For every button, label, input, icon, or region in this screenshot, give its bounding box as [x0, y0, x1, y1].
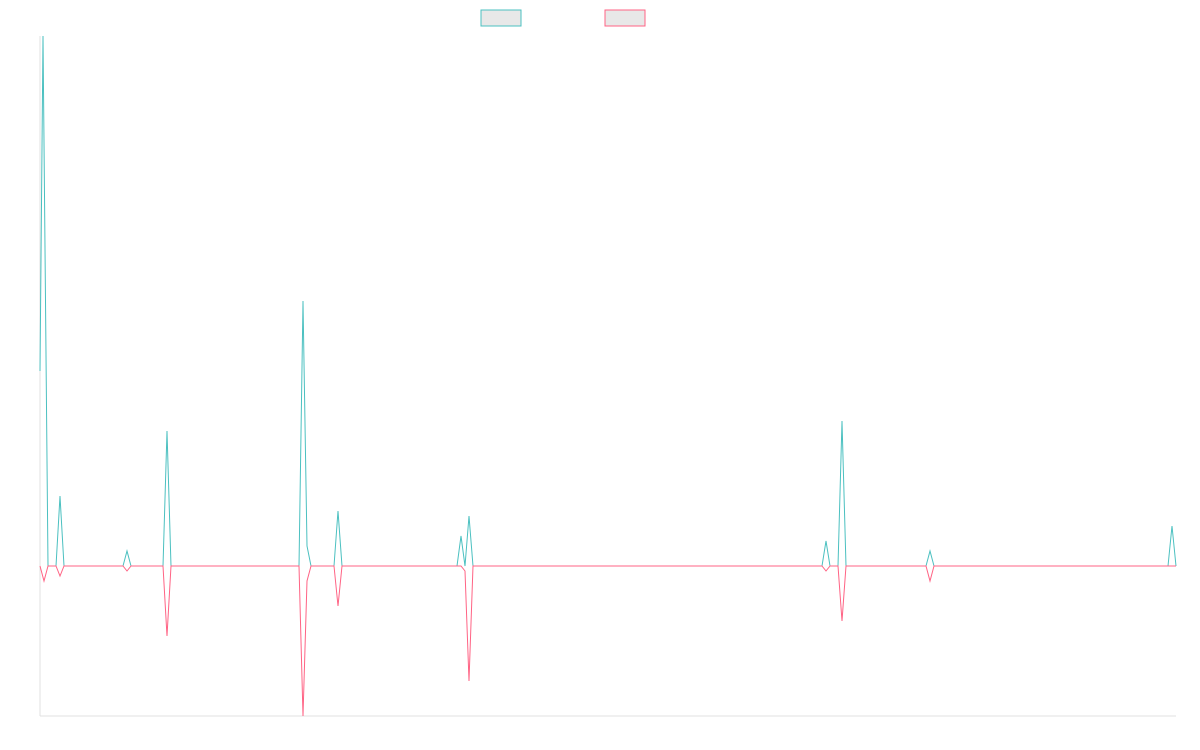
legend-swatch [604, 9, 646, 27]
legend-swatch [480, 9, 522, 27]
series-line [39, 565, 1176, 717]
series-line [39, 35, 1177, 567]
